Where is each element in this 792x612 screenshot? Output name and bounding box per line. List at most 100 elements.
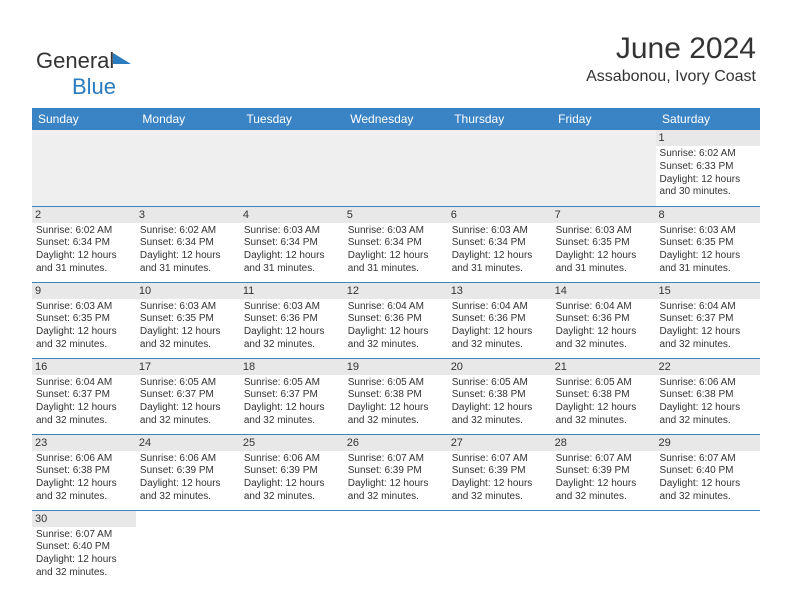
day-number: 23 <box>32 435 136 451</box>
day-info: Sunrise: 6:07 AMSunset: 6:39 PMDaylight:… <box>452 453 548 504</box>
calendar-cell: 29 Sunrise: 6:07 AMSunset: 6:40 PMDayligh… <box>656 434 760 510</box>
day-number: 7 <box>552 207 656 223</box>
weekday-header: Friday <box>552 108 656 130</box>
day-info: Sunrise: 6:07 AMSunset: 6:40 PMDaylight:… <box>660 453 756 504</box>
day-info: Sunrise: 6:03 AMSunset: 6:34 PMDaylight:… <box>244 225 340 276</box>
day-number: 17 <box>136 359 240 375</box>
day-number: 14 <box>552 283 656 299</box>
day-number: 6 <box>448 207 552 223</box>
calendar-cell <box>656 510 760 586</box>
day-number: 18 <box>240 359 344 375</box>
day-number: 8 <box>656 207 760 223</box>
calendar-cell: 12 Sunrise: 6:04 AMSunset: 6:36 PMDayligh… <box>344 282 448 358</box>
calendar-cell: 2 Sunrise: 6:02 AMSunset: 6:34 PMDaylight… <box>32 206 136 282</box>
day-number: 3 <box>136 207 240 223</box>
calendar-cell <box>32 130 136 206</box>
day-number: 20 <box>448 359 552 375</box>
calendar-cell: 28 Sunrise: 6:07 AMSunset: 6:39 PMDayligh… <box>552 434 656 510</box>
calendar-cell <box>136 130 240 206</box>
day-info: Sunrise: 6:05 AMSunset: 6:37 PMDaylight:… <box>140 377 236 428</box>
page-title: June 2024 <box>586 32 756 66</box>
weekday-row: SundayMondayTuesdayWednesdayThursdayFrid… <box>32 108 760 130</box>
location-label: Assabonou, Ivory Coast <box>586 68 756 86</box>
day-number: 5 <box>344 207 448 223</box>
day-number: 1 <box>656 130 760 146</box>
calendar-cell <box>136 510 240 586</box>
day-info: Sunrise: 6:03 AMSunset: 6:34 PMDaylight:… <box>348 225 444 276</box>
day-number: 16 <box>32 359 136 375</box>
calendar-cell: 15 Sunrise: 6:04 AMSunset: 6:37 PMDayligh… <box>656 282 760 358</box>
calendar-cell: 17 Sunrise: 6:05 AMSunset: 6:37 PMDayligh… <box>136 358 240 434</box>
calendar-row: 23 Sunrise: 6:06 AMSunset: 6:38 PMDayligh… <box>32 434 760 510</box>
calendar-row: 2 Sunrise: 6:02 AMSunset: 6:34 PMDaylight… <box>32 206 760 282</box>
day-number: 2 <box>32 207 136 223</box>
calendar-head: SundayMondayTuesdayWednesdayThursdayFrid… <box>32 108 760 130</box>
weekday-header: Thursday <box>448 108 552 130</box>
day-info: Sunrise: 6:02 AMSunset: 6:34 PMDaylight:… <box>36 225 132 276</box>
day-info: Sunrise: 6:04 AMSunset: 6:37 PMDaylight:… <box>36 377 132 428</box>
day-number: 10 <box>136 283 240 299</box>
day-number: 24 <box>136 435 240 451</box>
calendar-cell: 16 Sunrise: 6:04 AMSunset: 6:37 PMDayligh… <box>32 358 136 434</box>
day-info: Sunrise: 6:07 AMSunset: 6:39 PMDaylight:… <box>348 453 444 504</box>
day-info: Sunrise: 6:07 AMSunset: 6:40 PMDaylight:… <box>36 529 132 580</box>
weekday-header: Saturday <box>656 108 760 130</box>
weekday-header: Wednesday <box>344 108 448 130</box>
calendar-cell: 7Sunrise: 6:03 AMSunset: 6:35 PMDaylight… <box>552 206 656 282</box>
day-number: 4 <box>240 207 344 223</box>
calendar-cell: 22Sunrise: 6:06 AMSunset: 6:38 PMDayligh… <box>656 358 760 434</box>
day-number: 15 <box>656 283 760 299</box>
calendar-cell: 25 Sunrise: 6:06 AMSunset: 6:39 PMDayligh… <box>240 434 344 510</box>
day-info: Sunrise: 6:03 AMSunset: 6:36 PMDaylight:… <box>244 301 340 352</box>
calendar-cell: 13 Sunrise: 6:04 AMSunset: 6:36 PMDayligh… <box>448 282 552 358</box>
day-info: Sunrise: 6:06 AMSunset: 6:39 PMDaylight:… <box>244 453 340 504</box>
day-info: Sunrise: 6:06 AMSunset: 6:39 PMDaylight:… <box>140 453 236 504</box>
day-number: 29 <box>656 435 760 451</box>
calendar-cell: 24 Sunrise: 6:06 AMSunset: 6:39 PMDayligh… <box>136 434 240 510</box>
weekday-header: Sunday <box>32 108 136 130</box>
day-info: Sunrise: 6:06 AMSunset: 6:38 PMDaylight:… <box>36 453 132 504</box>
calendar-row: 9Sunrise: 6:03 AMSunset: 6:35 PMDaylight… <box>32 282 760 358</box>
brand-logo: General Blue <box>36 48 131 100</box>
calendar-row: 1 Sunrise: 6:02 AMSunset: 6:33 PMDaylight… <box>32 130 760 206</box>
calendar-cell: 14 Sunrise: 6:04 AMSunset: 6:36 PMDayligh… <box>552 282 656 358</box>
calendar-table: SundayMondayTuesdayWednesdayThursdayFrid… <box>32 108 760 586</box>
calendar-cell: 20Sunrise: 6:05 AMSunset: 6:38 PMDayligh… <box>448 358 552 434</box>
calendar-cell <box>552 130 656 206</box>
calendar-cell <box>240 510 344 586</box>
calendar-row: 30 Sunrise: 6:07 AMSunset: 6:40 PMDayligh… <box>32 510 760 586</box>
day-info: Sunrise: 6:03 AMSunset: 6:34 PMDaylight:… <box>452 225 548 276</box>
brand-flag-icon <box>113 53 131 64</box>
calendar-cell <box>552 510 656 586</box>
day-info: Sunrise: 6:04 AMSunset: 6:36 PMDaylight:… <box>452 301 548 352</box>
day-info: Sunrise: 6:05 AMSunset: 6:38 PMDaylight:… <box>348 377 444 428</box>
day-number: 12 <box>344 283 448 299</box>
brand-part2: Blue <box>72 74 116 99</box>
calendar-cell: 4 Sunrise: 6:03 AMSunset: 6:34 PMDaylight… <box>240 206 344 282</box>
calendar-cell: 11Sunrise: 6:03 AMSunset: 6:36 PMDayligh… <box>240 282 344 358</box>
day-info: Sunrise: 6:03 AMSunset: 6:35 PMDaylight:… <box>36 301 132 352</box>
day-info: Sunrise: 6:06 AMSunset: 6:38 PMDaylight:… <box>660 377 756 428</box>
calendar-cell: 1 Sunrise: 6:02 AMSunset: 6:33 PMDaylight… <box>656 130 760 206</box>
day-number: 26 <box>344 435 448 451</box>
day-number: 13 <box>448 283 552 299</box>
header-right: June 2024 Assabonou, Ivory Coast <box>586 32 756 86</box>
day-info: Sunrise: 6:04 AMSunset: 6:36 PMDaylight:… <box>348 301 444 352</box>
day-info: Sunrise: 6:02 AMSunset: 6:33 PMDaylight:… <box>660 148 756 199</box>
day-info: Sunrise: 6:07 AMSunset: 6:39 PMDaylight:… <box>556 453 652 504</box>
calendar-cell: 26 Sunrise: 6:07 AMSunset: 6:39 PMDayligh… <box>344 434 448 510</box>
day-number: 30 <box>32 511 136 527</box>
day-info: Sunrise: 6:04 AMSunset: 6:37 PMDaylight:… <box>660 301 756 352</box>
day-info: Sunrise: 6:04 AMSunset: 6:36 PMDaylight:… <box>556 301 652 352</box>
brand-part1: General <box>36 48 114 73</box>
calendar-body: 1 Sunrise: 6:02 AMSunset: 6:33 PMDaylight… <box>32 130 760 586</box>
calendar-cell: 9Sunrise: 6:03 AMSunset: 6:35 PMDaylight… <box>32 282 136 358</box>
calendar-cell: 30 Sunrise: 6:07 AMSunset: 6:40 PMDayligh… <box>32 510 136 586</box>
day-info: Sunrise: 6:03 AMSunset: 6:35 PMDaylight:… <box>660 225 756 276</box>
calendar-cell <box>344 130 448 206</box>
day-number: 28 <box>552 435 656 451</box>
calendar-cell: 23 Sunrise: 6:06 AMSunset: 6:38 PMDayligh… <box>32 434 136 510</box>
day-info: Sunrise: 6:05 AMSunset: 6:37 PMDaylight:… <box>244 377 340 428</box>
calendar-cell: 6 Sunrise: 6:03 AMSunset: 6:34 PMDaylight… <box>448 206 552 282</box>
day-number: 25 <box>240 435 344 451</box>
